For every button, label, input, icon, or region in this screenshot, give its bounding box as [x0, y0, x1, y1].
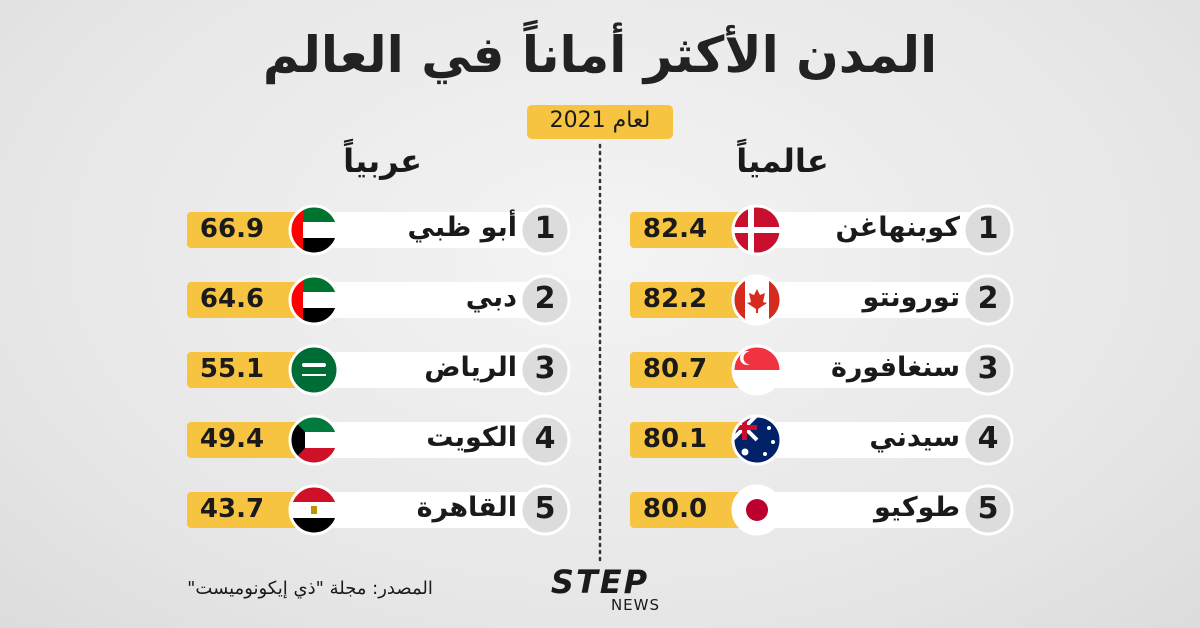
score-box: [630, 492, 745, 528]
rank: 5: [534, 491, 556, 526]
score-box: [630, 422, 745, 458]
flag-part: [302, 363, 326, 367]
source: المصدر: مجلة "ذي إيكونوميست": [187, 578, 433, 599]
score: 43.7: [199, 494, 265, 524]
flag-ring: [288, 484, 340, 536]
rank: 1: [534, 211, 556, 246]
city: الكويت: [426, 422, 517, 453]
score-box: [187, 422, 302, 458]
score-box: [630, 212, 745, 248]
flag-ring: [731, 204, 783, 256]
score-box: [187, 492, 302, 528]
logo-sub: NEWS: [610, 596, 660, 614]
rank: 4: [977, 421, 999, 456]
score: 82.2: [642, 284, 708, 314]
rank: 5: [977, 491, 999, 526]
score: 80.7: [642, 354, 708, 384]
flag-part: [733, 425, 757, 430]
score-box: [630, 352, 745, 388]
score: 64.6: [199, 284, 265, 314]
arab-heading: عربياً: [343, 142, 422, 180]
city: سيدني: [869, 422, 960, 453]
flag-part: [747, 289, 767, 313]
city: دبي: [465, 282, 517, 313]
rank-circle: [519, 484, 571, 536]
city: الرياض: [424, 352, 517, 383]
score: 55.1: [199, 354, 265, 384]
score-box: [630, 282, 745, 318]
flag-ring: [288, 344, 340, 396]
flag-part: [302, 374, 326, 376]
flag-part: [743, 351, 757, 365]
score-box: [187, 352, 302, 388]
city: سنغافورة: [830, 352, 960, 383]
score: 80.0: [642, 494, 708, 524]
flag-ring: [288, 414, 340, 466]
rank-circle: [962, 484, 1014, 536]
rank: 2: [977, 281, 999, 316]
rank-circle: [962, 274, 1014, 326]
flag-part: [311, 506, 317, 514]
flag-part: [763, 452, 767, 456]
flag-ring: [731, 414, 783, 466]
city: أبو ظبي: [407, 212, 518, 243]
city: كوبنهاغن: [835, 212, 961, 243]
flag-part: [741, 448, 749, 456]
flag-part: [771, 440, 775, 444]
rank: 3: [977, 351, 999, 386]
flag-ring: [288, 204, 340, 256]
rank: 1: [977, 211, 999, 246]
city: تورونتو: [862, 282, 960, 313]
title: المدن الأكثر أماناً في العالم: [262, 26, 938, 84]
score-box: [187, 282, 302, 318]
city: طوكيو: [873, 492, 960, 523]
world-heading: عالمياً: [736, 142, 829, 180]
rank-circle: [962, 414, 1014, 466]
flag-part: [767, 426, 771, 430]
rank: 3: [534, 351, 556, 386]
flag-ring: [288, 274, 340, 326]
rank-circle: [519, 274, 571, 326]
rank-circle: [519, 344, 571, 396]
rank-circle: [962, 344, 1014, 396]
rank: 2: [534, 281, 556, 316]
flag-part: [746, 499, 768, 521]
city: القاهرة: [416, 492, 517, 523]
rank-circle: [962, 204, 1014, 256]
flag-ring: [731, 344, 783, 396]
score-box: [187, 212, 302, 248]
rank-circle: [519, 204, 571, 256]
flag-part: [733, 346, 781, 370]
score: 82.4: [642, 214, 708, 244]
year-label: لعام 2021: [549, 108, 651, 133]
year-badge: [527, 105, 673, 139]
rank-circle: [519, 414, 571, 466]
flag-ring: [731, 484, 783, 536]
score: 80.1: [642, 424, 708, 454]
rank: 4: [534, 421, 556, 456]
score: 66.9: [199, 214, 265, 244]
logo-main: STEP: [550, 563, 650, 601]
flag-part: [733, 227, 781, 233]
score: 49.4: [199, 424, 265, 454]
flag-ring: [731, 274, 783, 326]
